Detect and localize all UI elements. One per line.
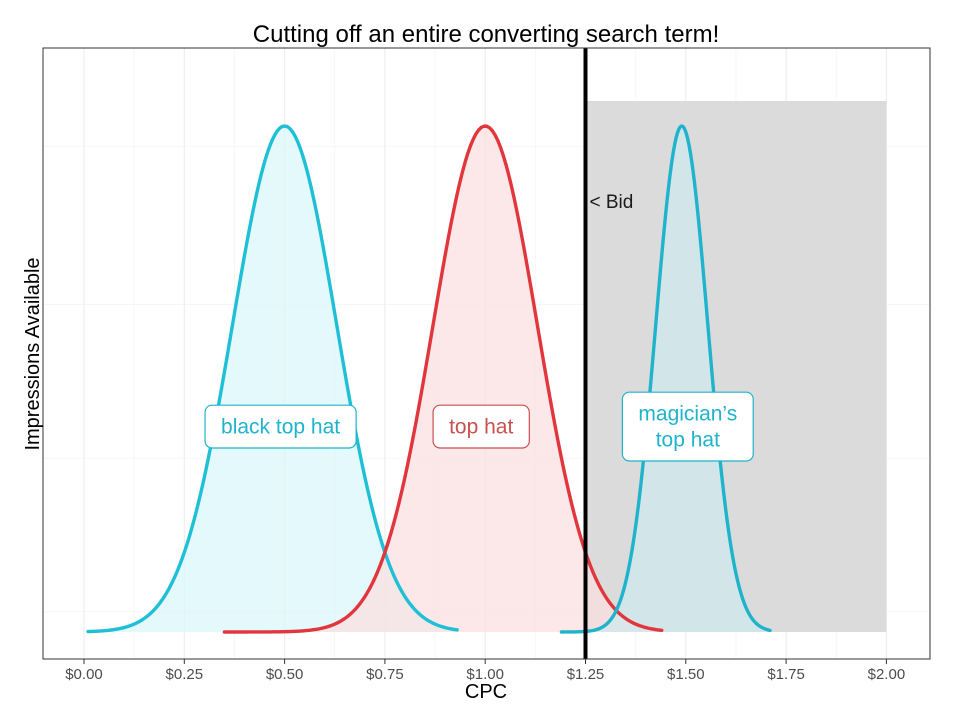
x-tick-label-8: $2.00 <box>868 666 906 683</box>
density-line-2 <box>559 124 772 634</box>
series-label-text: top hat <box>449 416 513 439</box>
density-line-1 <box>222 124 664 634</box>
series-label-1: top hat <box>432 404 530 449</box>
x-tick-label-7: $1.75 <box>767 666 805 683</box>
series-label-box <box>621 391 754 462</box>
series-label-text: black top hat <box>221 416 340 439</box>
density-areas <box>88 126 771 633</box>
series-label-box <box>432 404 530 449</box>
chart-title: Cutting off an entire converting search … <box>253 21 719 48</box>
x-tick-label-1: $0.25 <box>166 666 204 683</box>
series-label-text: magician’s <box>638 403 737 426</box>
x-tick-label-5: $1.25 <box>567 666 605 683</box>
series-label-text: top hat <box>656 429 720 452</box>
plot-border <box>42 47 931 660</box>
x-tick-label-6: $1.50 <box>667 666 705 683</box>
series-labels: black top hat top hat magician’s top hat <box>204 391 754 462</box>
density-lines <box>86 124 772 634</box>
x-axis-title: CPC <box>465 681 507 703</box>
density-area-2 <box>561 126 771 632</box>
axes: $0.00 $0.25 $0.50 $0.75 $1.00 $1.25 $1.50 $1.75… <box>42 47 931 683</box>
x-tick-label-2: $0.50 <box>266 666 304 683</box>
x-tick-label-3: $0.75 <box>366 666 404 683</box>
density-line-0 <box>86 124 459 634</box>
bid-line-group: < Bid <box>583 48 634 659</box>
series-label-box <box>204 404 357 449</box>
y-axis-title: Impressions Available <box>22 257 44 450</box>
x-tick-label-0: $0.00 <box>65 666 103 683</box>
x-tick-label-4: $1.00 <box>466 666 504 683</box>
bid-label: < Bid <box>590 192 634 213</box>
series-label-2: magician’s top hat <box>621 391 754 462</box>
density-area-1 <box>224 126 662 633</box>
series-label-0: black top hat <box>204 404 357 449</box>
density-area-0 <box>88 126 458 633</box>
